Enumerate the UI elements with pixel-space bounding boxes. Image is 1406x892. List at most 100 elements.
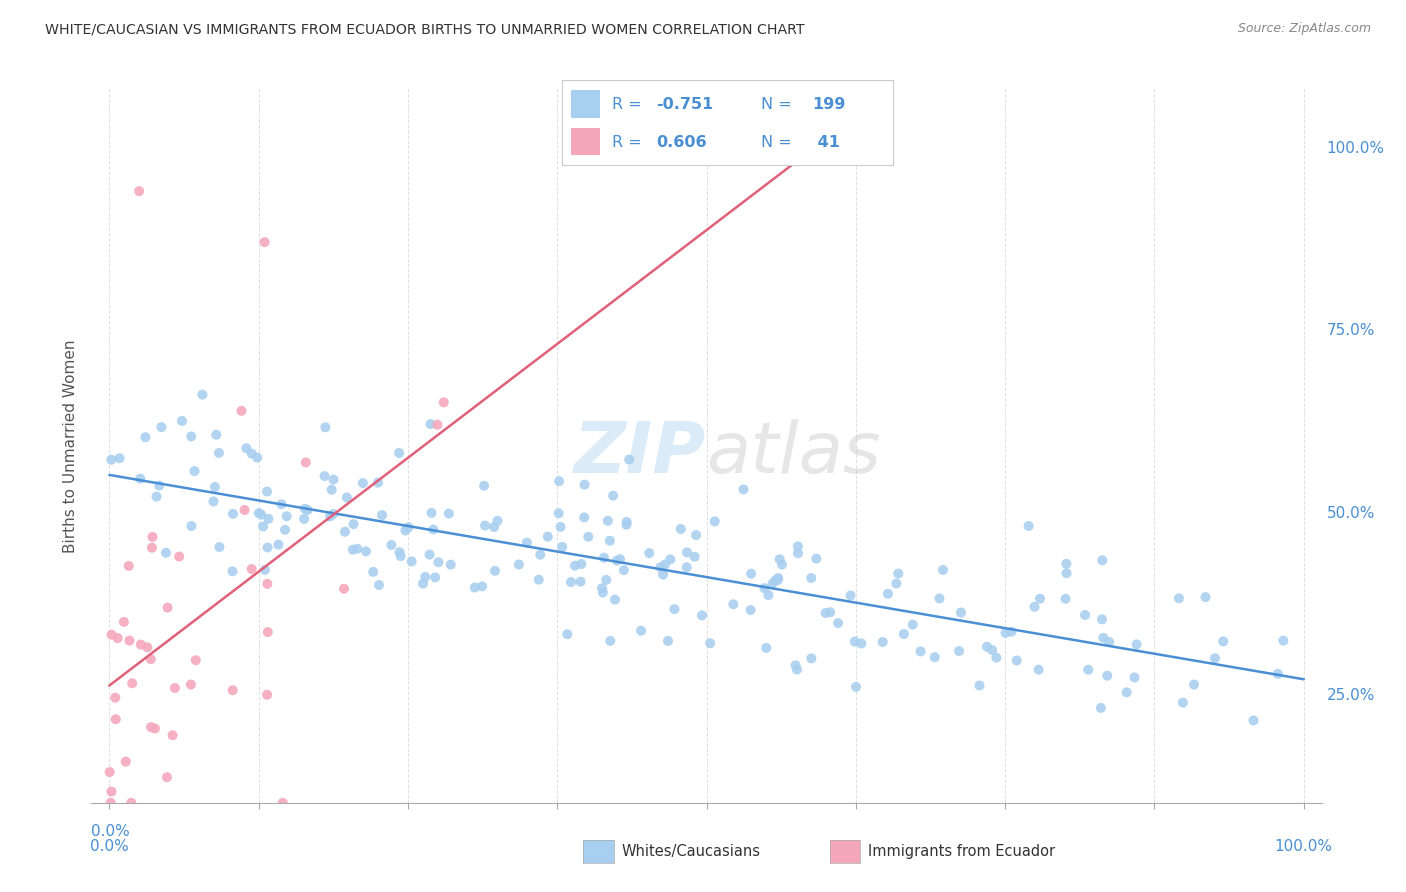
Point	[100, 784, 122, 798]
Point	[1212, 634, 1234, 648]
Point	[733, 483, 755, 497]
Point	[690, 608, 713, 623]
Point	[484, 564, 506, 578]
Point	[256, 625, 278, 640]
Point	[564, 558, 586, 573]
Point	[145, 490, 167, 504]
Text: 199: 199	[811, 96, 845, 112]
Point	[121, 676, 143, 690]
Point	[472, 479, 495, 493]
Point	[1029, 591, 1052, 606]
Point	[877, 587, 900, 601]
Point	[256, 541, 278, 555]
Point	[1028, 663, 1050, 677]
Point	[322, 507, 344, 521]
Point	[240, 562, 263, 576]
Point	[508, 558, 530, 572]
Point	[322, 473, 344, 487]
Point	[401, 554, 423, 568]
Text: WHITE/CAUCASIAN VS IMMIGRANTS FROM ECUADOR BIRTHS TO UNMARRIED WOMEN CORRELATION: WHITE/CAUCASIAN VS IMMIGRANTS FROM ECUAD…	[45, 22, 804, 37]
Point	[333, 582, 356, 596]
Point	[204, 480, 226, 494]
Point	[1054, 591, 1077, 606]
Point	[683, 549, 706, 564]
Point	[593, 550, 616, 565]
Point	[108, 451, 131, 466]
Point	[928, 591, 950, 606]
Point	[1171, 696, 1194, 710]
Y-axis label: Births to Unmarried Women: Births to Unmarried Women	[62, 339, 77, 553]
Point	[136, 640, 159, 655]
Point	[107, 631, 129, 645]
Point	[100, 452, 122, 467]
Point	[240, 446, 263, 460]
Point	[675, 560, 697, 574]
Point	[222, 507, 245, 521]
Point	[1115, 685, 1137, 699]
Point	[256, 576, 278, 591]
Point	[1090, 701, 1112, 715]
Point	[591, 582, 613, 596]
Point	[394, 524, 416, 538]
Point	[1182, 677, 1205, 691]
Point	[652, 567, 675, 582]
Point	[419, 548, 441, 562]
Point	[770, 558, 793, 572]
Point	[336, 491, 359, 505]
Point	[592, 585, 614, 599]
Point	[205, 427, 228, 442]
Bar	[571, 128, 600, 155]
Point	[425, 570, 447, 584]
Point	[617, 452, 640, 467]
Point	[548, 474, 571, 488]
Point	[104, 690, 127, 705]
Point	[606, 553, 628, 567]
Point	[754, 581, 776, 595]
Point	[253, 563, 276, 577]
Point	[969, 678, 991, 692]
Text: R =: R =	[612, 96, 647, 112]
Text: Immigrants from Ecuador: Immigrants from Ecuador	[868, 845, 1054, 859]
Point	[129, 638, 152, 652]
Point	[412, 576, 434, 591]
Point	[253, 235, 276, 249]
Point	[156, 770, 179, 784]
Point	[342, 517, 364, 532]
Point	[887, 566, 910, 581]
Point	[1056, 566, 1078, 581]
Point	[388, 545, 411, 559]
Point	[143, 722, 166, 736]
Point	[314, 469, 336, 483]
Point	[184, 653, 207, 667]
Point	[129, 472, 152, 486]
Point	[976, 640, 998, 654]
Point	[221, 565, 243, 579]
Point	[1204, 651, 1226, 665]
Point	[766, 573, 789, 587]
Point	[763, 574, 786, 588]
Point	[1054, 557, 1077, 571]
Point	[482, 520, 505, 534]
Point	[150, 420, 173, 434]
Point	[1092, 631, 1115, 645]
Point	[1125, 637, 1147, 651]
Point	[180, 429, 202, 443]
Point	[388, 446, 411, 460]
Point	[208, 540, 231, 554]
Point	[162, 728, 184, 742]
Point	[527, 573, 550, 587]
Point	[1091, 553, 1114, 567]
Point	[595, 573, 617, 587]
Text: N =: N =	[761, 135, 797, 150]
Point	[994, 626, 1017, 640]
Point	[471, 579, 494, 593]
Text: -0.751: -0.751	[657, 96, 714, 112]
Point	[800, 651, 823, 665]
Point	[100, 796, 122, 810]
Point	[560, 575, 582, 590]
Point	[361, 565, 384, 579]
Point	[676, 545, 699, 559]
Point	[613, 563, 636, 577]
Point	[576, 530, 599, 544]
Text: 100.0%: 100.0%	[1275, 839, 1333, 855]
